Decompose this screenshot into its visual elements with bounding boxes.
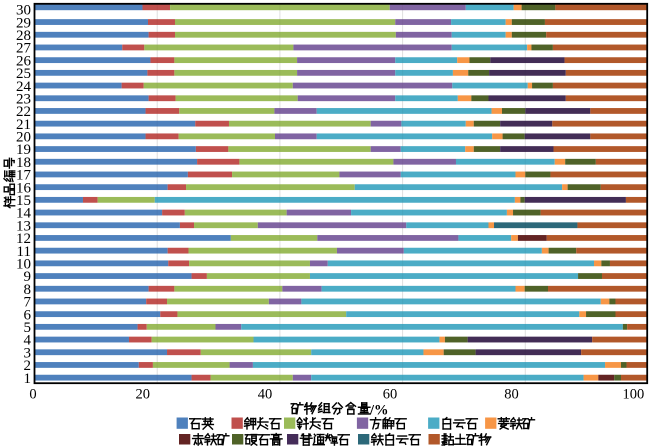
svg-text:20: 20 xyxy=(16,130,31,146)
svg-text:23: 23 xyxy=(16,92,31,108)
svg-text:22: 22 xyxy=(16,104,31,120)
svg-text:11: 11 xyxy=(17,244,31,260)
svg-text:17: 17 xyxy=(16,168,32,184)
svg-text:80: 80 xyxy=(504,387,519,403)
svg-text:9: 9 xyxy=(24,269,32,285)
svg-text:15: 15 xyxy=(16,193,31,209)
svg-text:25: 25 xyxy=(16,66,31,82)
svg-text:8: 8 xyxy=(24,282,32,298)
svg-text:5: 5 xyxy=(24,320,32,336)
svg-text:27: 27 xyxy=(16,41,32,57)
svg-text:10: 10 xyxy=(16,257,31,273)
svg-text:4: 4 xyxy=(24,333,32,349)
svg-text:21: 21 xyxy=(16,117,31,133)
svg-text:19: 19 xyxy=(16,142,31,158)
svg-text:1: 1 xyxy=(24,371,32,387)
svg-text:20: 20 xyxy=(135,387,150,403)
svg-text:29: 29 xyxy=(16,15,31,31)
svg-text:26: 26 xyxy=(16,53,32,69)
svg-text:60: 60 xyxy=(383,387,398,403)
svg-text:3: 3 xyxy=(24,345,32,361)
svg-text:40: 40 xyxy=(258,387,273,403)
svg-text:12: 12 xyxy=(16,231,31,247)
svg-text:/%: /% xyxy=(369,402,389,418)
svg-text:0: 0 xyxy=(29,387,36,403)
svg-text:28: 28 xyxy=(16,28,31,44)
svg-text:2: 2 xyxy=(24,358,32,374)
svg-text:24: 24 xyxy=(16,79,32,95)
svg-text:7: 7 xyxy=(24,295,32,311)
svg-text:18: 18 xyxy=(16,155,31,171)
svg-text:100: 100 xyxy=(623,387,645,403)
svg-text:13: 13 xyxy=(16,218,31,234)
svg-text:30: 30 xyxy=(16,3,31,19)
svg-text:16: 16 xyxy=(16,180,32,196)
svg-text:6: 6 xyxy=(24,307,32,323)
svg-text:14: 14 xyxy=(16,206,32,222)
